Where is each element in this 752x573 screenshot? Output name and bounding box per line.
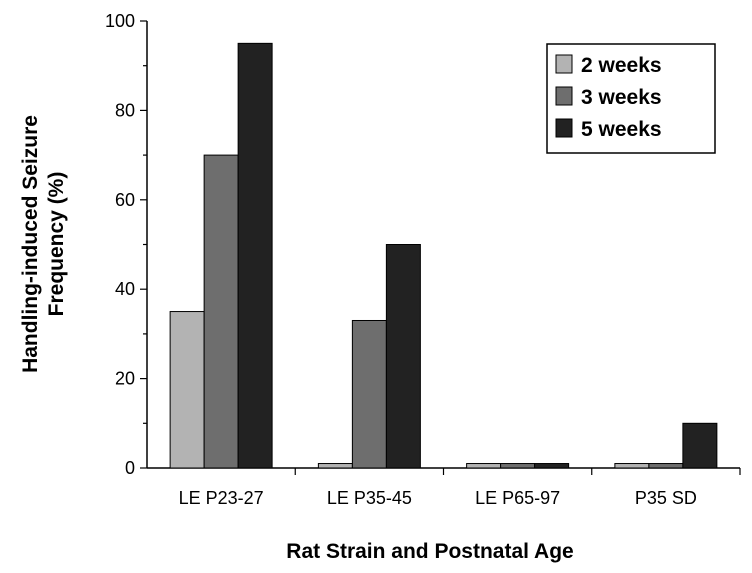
y-axis-title-line-1: Handling-induced Seizure bbox=[19, 115, 42, 373]
bar-3-weeks-3 bbox=[500, 463, 536, 469]
bar-5-weeks-2 bbox=[385, 244, 421, 469]
x-axis-title: Rat Strain and Postnatal Age bbox=[286, 540, 573, 563]
bars bbox=[169, 42, 718, 469]
bar-2-weeks-3 bbox=[466, 463, 502, 469]
y-tick-label: 100 bbox=[105, 11, 135, 31]
bar-3-weeks-2 bbox=[351, 319, 387, 469]
bar-3-weeks-1 bbox=[203, 154, 239, 469]
bar-2-weeks-4 bbox=[614, 463, 650, 469]
y-tick-label: 40 bbox=[115, 279, 135, 299]
legend-swatch bbox=[555, 86, 573, 106]
y-tick-label: 60 bbox=[115, 190, 135, 210]
bar-5-weeks-1 bbox=[237, 42, 273, 469]
x-tick-label: LE P23-27 bbox=[179, 488, 264, 508]
bar-5-weeks-3 bbox=[534, 463, 570, 469]
legend-label: 3 weeks bbox=[581, 86, 662, 109]
y-tick-label: 80 bbox=[115, 100, 135, 120]
legend-swatch bbox=[555, 54, 573, 74]
legend: 2 weeks 3 weeks 5 weeks bbox=[546, 43, 716, 154]
bar-5-weeks-4 bbox=[682, 422, 718, 469]
y-tick-labels: 0 20 40 60 80 100 bbox=[105, 11, 135, 478]
y-tick-label: 0 bbox=[125, 458, 135, 478]
y-axis-title: Handling-induced Seizure Frequency (%) bbox=[19, 115, 68, 373]
bar-2-weeks-2 bbox=[317, 463, 353, 469]
y-axis-title-line-2: Frequency (%) bbox=[45, 172, 68, 317]
legend-swatch bbox=[555, 118, 573, 138]
x-tick-label: LE P65-97 bbox=[475, 488, 560, 508]
legend-label: 2 weeks bbox=[581, 54, 662, 77]
x-tick-label: LE P35-45 bbox=[327, 488, 412, 508]
legend-frame bbox=[546, 43, 716, 154]
legend-label: 5 weeks bbox=[581, 118, 662, 141]
x-tick-labels: LE P23-27 LE P35-45 LE P65-97 P35 SD bbox=[179, 488, 697, 508]
y-tick-label: 20 bbox=[115, 369, 135, 389]
x-tick-label: P35 SD bbox=[635, 488, 697, 508]
bar-2-weeks-1 bbox=[169, 311, 205, 469]
bar-3-weeks-4 bbox=[648, 463, 684, 469]
